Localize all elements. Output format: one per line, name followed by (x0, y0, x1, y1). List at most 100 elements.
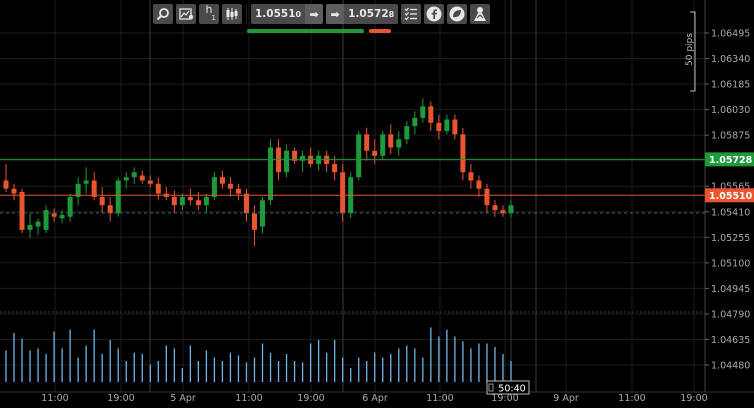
price-lines (0, 158, 705, 214)
time-tick-label: 5 Apr (170, 393, 196, 404)
toolbar-separator (246, 4, 247, 24)
candle-body (147, 180, 153, 184)
candle (380, 131, 386, 160)
time-tick-label: 19:00 (297, 393, 324, 404)
volume-bars (5, 327, 512, 382)
candle-body (75, 183, 81, 197)
buy-sentiment-bar (247, 29, 364, 33)
candle (284, 144, 290, 178)
candle-body (139, 175, 145, 181)
buy-price-button[interactable]: ➡ 1.05728 (326, 4, 399, 24)
candle-body (396, 139, 402, 148)
candle (187, 188, 193, 206)
trader-icon[interactable] (470, 4, 491, 24)
time-tick-label: 19:00 (491, 393, 518, 404)
zoom-icon[interactable] (153, 4, 173, 24)
candle (43, 205, 49, 234)
pips-scale-label: 50 pips (685, 33, 695, 66)
price-tick-label: 1.04945 (711, 284, 750, 295)
sell-price-button[interactable]: 1.05510 ➡ (251, 4, 324, 24)
candle-body (500, 210, 506, 214)
candle-body (227, 183, 233, 189)
chart-settings-icon[interactable] (176, 4, 196, 24)
countdown-badge (486, 380, 530, 395)
candle (99, 187, 105, 214)
candle-body (388, 134, 394, 148)
candle (179, 193, 185, 211)
timeframe-selector[interactable]: h 1 (199, 4, 219, 24)
bid-price-label: 1.05510 (709, 191, 753, 202)
sell-arrow-icon: ➡ (305, 4, 324, 24)
candle-body (115, 180, 121, 214)
candle-body (356, 134, 362, 178)
price-tick-label: 1.04480 (711, 361, 750, 372)
candle (227, 177, 233, 197)
buy-arrow-icon: ➡ (326, 4, 345, 24)
candle-body (484, 188, 490, 206)
sentiment-bars (247, 29, 391, 34)
candle-body (3, 180, 9, 189)
price-tick-label: 1.05100 (711, 258, 750, 269)
price-tick-label: 1.05565 (711, 182, 750, 193)
timeframe-sub-label: 1 (211, 14, 216, 22)
candle-body (99, 196, 105, 206)
candle (115, 177, 121, 217)
candle (292, 147, 298, 164)
price-tick-label: 1.06340 (711, 54, 750, 65)
candle-body (59, 215, 65, 219)
leaf-icon[interactable] (447, 4, 468, 24)
timeframe-label: h (205, 3, 213, 16)
candle-body (171, 196, 177, 206)
candle (340, 163, 346, 222)
candle-body (27, 224, 33, 230)
candle-body (179, 196, 185, 206)
candle-body (468, 172, 474, 181)
sell-sentiment-bar (369, 29, 391, 33)
candle-body (292, 150, 298, 161)
candle-body (412, 117, 418, 127)
price-tick-label: 1.06030 (711, 105, 750, 116)
candle (300, 150, 306, 173)
time-tick-label: 6 Apr (362, 393, 388, 404)
candle (155, 177, 161, 201)
candle-type-icon[interactable] (222, 4, 242, 24)
candle (3, 163, 9, 192)
time-tick-label: 19:00 (107, 393, 134, 404)
candle (268, 139, 274, 206)
candle-body (372, 150, 378, 156)
time-tick-label: 19:00 (680, 393, 707, 404)
candle-body (131, 172, 137, 178)
ask-price-label-bg (705, 152, 754, 167)
candle-body (235, 188, 241, 194)
candle-body (332, 163, 338, 173)
checklist-icon[interactable] (401, 4, 422, 24)
candle-body (123, 177, 129, 181)
candle-body (203, 196, 209, 206)
candle-body (43, 210, 49, 230)
candle-body (420, 106, 426, 118)
price-tick-label: 1.05255 (711, 233, 750, 244)
candle-body (340, 172, 346, 214)
candle (35, 218, 41, 235)
candle (324, 150, 330, 173)
candle (508, 200, 514, 217)
candle (75, 177, 81, 206)
candle (428, 101, 434, 132)
facebook-icon[interactable] (424, 4, 445, 24)
candle-body (67, 196, 73, 217)
grid-lines (0, 0, 705, 392)
price-axis[interactable]: 1.06495 1.06340 1.06185 1.06030 1.05875 1.057… (685, 0, 754, 392)
countdown-icon (488, 383, 494, 392)
candle-body (404, 126, 410, 140)
candle (59, 210, 65, 224)
candle (260, 196, 266, 234)
candle (67, 193, 73, 222)
candle (484, 183, 490, 214)
candle (147, 175, 153, 188)
candle-body (243, 193, 249, 214)
candle (404, 121, 410, 145)
time-axis[interactable]: 11:00 19:00 5 Apr 11:00 19:00 6 Apr 11:00 19:00… (0, 380, 754, 404)
candle (468, 163, 474, 189)
